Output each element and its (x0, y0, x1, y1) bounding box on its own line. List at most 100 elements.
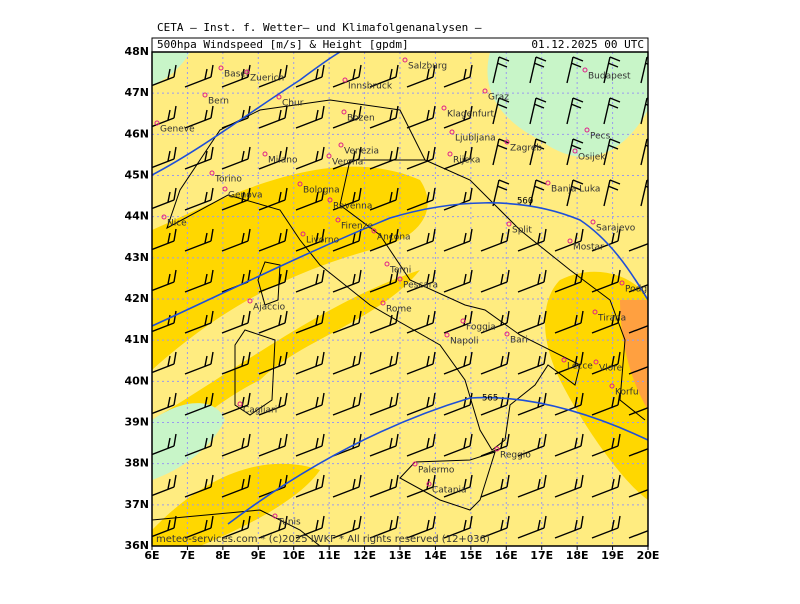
city-marker (154, 120, 160, 126)
wind-barb (443, 474, 473, 498)
lon-label: 12E (353, 549, 376, 562)
wind-barb (406, 310, 436, 334)
wind-barb (517, 515, 547, 539)
wind-barb (258, 228, 288, 252)
city-label: Pecs (590, 132, 611, 142)
wind-barb (332, 351, 362, 375)
wind-barb (591, 515, 621, 539)
city-marker (572, 148, 578, 154)
city-label: Genova (228, 191, 263, 201)
wind-barb (406, 269, 436, 293)
wind-barb (221, 146, 251, 170)
city-label: Ravenna (333, 202, 372, 212)
wind-barb (591, 351, 621, 375)
wind-barb (184, 105, 214, 129)
city-marker (300, 231, 306, 237)
wind-barb (258, 105, 288, 129)
wind-barb (443, 105, 473, 129)
wind-barb (406, 392, 436, 416)
city-label: Innsbruck (348, 82, 393, 92)
wind-barb (443, 64, 473, 88)
city-label: Bozen (347, 114, 375, 124)
city-marker (247, 298, 253, 304)
wind-barb (184, 228, 214, 252)
city-label: Palermo (418, 466, 455, 476)
city-label: Zuerich (250, 74, 284, 84)
wind-barb (258, 187, 288, 211)
wind-barb (517, 474, 547, 498)
wind-barb (566, 138, 584, 166)
city-label: Graz (488, 93, 509, 103)
wind-barb (628, 324, 648, 334)
wind-barb (517, 269, 547, 293)
lon-label: 18E (566, 549, 589, 562)
city-marker (397, 276, 403, 282)
wind-barb (591, 269, 621, 293)
footer: meteo-services.com * (c)2025 IWKF * All … (156, 534, 490, 545)
city-marker (222, 186, 228, 192)
wind-barb (443, 351, 473, 375)
wind-barb (295, 228, 325, 252)
wind-barb (369, 310, 399, 334)
wind-barb (443, 433, 473, 457)
wind-barb (332, 515, 362, 539)
lat-label: 38N (124, 457, 149, 470)
wind-barb (369, 228, 399, 252)
wind-barb (603, 138, 621, 166)
city-marker (504, 331, 510, 337)
contour-label: 560 (517, 197, 533, 207)
city-label: Ljubljana (455, 134, 496, 144)
parameter: 500hpa Windspeed [m/s] & Height [gpdm] (157, 38, 409, 51)
city-marker (327, 197, 333, 203)
wind-barb (369, 146, 399, 170)
city-label: Reggio (500, 451, 531, 461)
wind-barb (295, 310, 325, 334)
city-label: Venezia (344, 147, 379, 157)
city-marker (590, 219, 596, 225)
wind-barb (369, 64, 399, 88)
wind-barb (184, 392, 214, 416)
city-marker (504, 139, 510, 145)
wind-barb (221, 310, 251, 334)
wind-barb (332, 146, 362, 170)
wind-barb (221, 351, 251, 375)
wind-barb (295, 269, 325, 293)
wind-barb (480, 515, 510, 539)
lat-label: 48N (124, 45, 149, 58)
wind-barb (480, 351, 510, 375)
wind-barb (529, 56, 547, 84)
city-marker (584, 127, 590, 133)
wind-barb (603, 179, 621, 207)
lat-label: 41N (124, 333, 149, 346)
wind-barb (443, 269, 473, 293)
wind-barb (258, 433, 288, 457)
wind-barb (640, 56, 648, 84)
wind-barb (184, 515, 214, 539)
wind-barb (529, 179, 547, 207)
city-marker (244, 69, 250, 75)
city-label: Napoli (450, 337, 478, 347)
lon-label: 15E (459, 549, 482, 562)
wind-barb (295, 433, 325, 457)
wind-barb (591, 392, 621, 416)
wind-barb (258, 310, 288, 334)
lat-label: 37N (124, 498, 149, 511)
wind-barb (295, 392, 325, 416)
wind-barb (443, 146, 473, 170)
wind-barb (258, 146, 288, 170)
wind-barb (554, 474, 584, 498)
wind-barb (295, 515, 325, 539)
lat-label: 39N (124, 416, 149, 429)
city-marker (444, 332, 450, 338)
wind-barb (295, 64, 325, 88)
wind-barb (480, 433, 510, 457)
wind-barb (443, 228, 473, 252)
map-area: 560 565 Basel Zuerich Bern Chur Innsbruck Sal… (152, 52, 648, 546)
wind-barb (258, 269, 288, 293)
lon-label: 6E (144, 549, 159, 562)
lon-label: 17E (530, 549, 553, 562)
wind-barb (332, 269, 362, 293)
wind-barb (369, 515, 399, 539)
wind-barb (221, 474, 251, 498)
lat-label: 46N (124, 127, 149, 140)
